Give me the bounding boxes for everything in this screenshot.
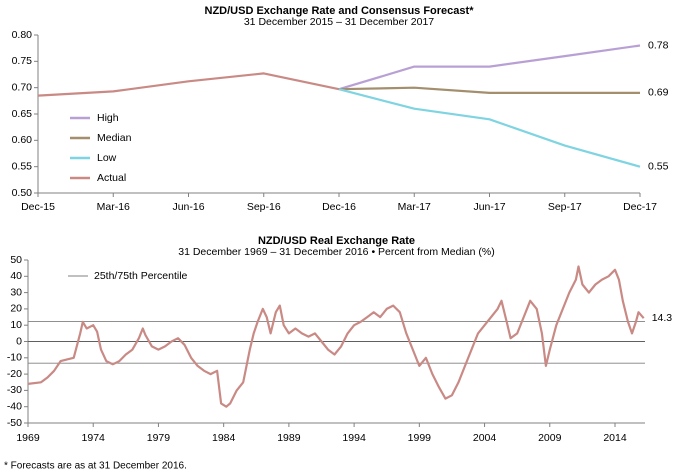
end-label: 0.69 [648,87,669,99]
y-tick-label: 0.80 [12,29,33,41]
x-tick-label: 2009 [538,432,562,444]
y-tick-label: 50 [10,254,22,266]
legend-label: Actual [97,172,126,184]
y-tick-label: 0.65 [12,108,33,120]
end-label: 0.55 [648,160,669,172]
legend-label: Low [97,152,117,164]
y-tick-label: -30 [7,384,22,396]
y-tick-label: 20 [10,303,22,315]
y-tick-label: -10 [7,352,22,364]
end-label: 0.78 [648,39,669,51]
x-tick-label: Dec-15 [21,201,55,213]
y-tick-label: 0 [16,335,22,347]
series-line [37,72,340,97]
chart-subtitle: 31 December 2015 – 31 December 2017 [244,16,434,28]
y-tick-label: 30 [10,286,22,298]
chart-subtitle: 31 December 1969 – 31 December 2016 • Pe… [178,246,495,258]
x-tick-label: 1979 [147,432,171,444]
x-tick-label: 2014 [603,432,627,444]
x-tick-label: Mar-16 [97,201,130,213]
x-tick-label: 1969 [16,432,40,444]
x-tick-label: Sep-16 [247,201,281,213]
x-tick-label: Dec-16 [322,201,356,213]
x-tick-label: Mar-17 [398,201,431,213]
x-tick-label: 1984 [212,432,236,444]
y-tick-label: 0.50 [12,187,33,199]
y-tick-label: -20 [7,368,22,380]
y-tick-label: -40 [7,400,22,412]
x-tick-label: 1974 [82,432,106,444]
y-tick-label: 40 [10,270,22,282]
y-tick-label: 10 [10,319,22,331]
chart-title: NZD/USD Real Exchange Rate [258,235,415,247]
end-label: 14.3 [652,312,673,324]
x-tick-label: 1989 [277,432,301,444]
footnote: * Forecasts are as at 31 December 2016. [4,461,187,472]
series-line [27,265,645,408]
x-tick-label: Jun-17 [473,201,505,213]
series-line [338,44,641,91]
legend-label: 25th/75th Percentile [94,270,188,282]
x-tick-label: Dec-17 [623,201,657,213]
y-tick-label: -50 [7,417,22,429]
series-line [338,86,640,94]
y-tick-label: 0.55 [12,160,33,172]
legend-label: Median [97,132,132,144]
y-tick-label: 0.70 [12,81,33,93]
x-tick-label: Jun-16 [172,201,204,213]
x-tick-label: 1999 [408,432,432,444]
x-tick-label: Sep-17 [548,201,582,213]
legend-label: High [97,112,119,124]
chart-title: NZD/USD Exchange Rate and Consensus Fore… [205,5,475,17]
y-tick-label: 0.75 [12,55,33,67]
x-tick-label: 1994 [342,432,366,444]
x-tick-label: 2004 [473,432,497,444]
y-tick-label: 0.60 [12,134,33,146]
series-line [338,88,641,168]
